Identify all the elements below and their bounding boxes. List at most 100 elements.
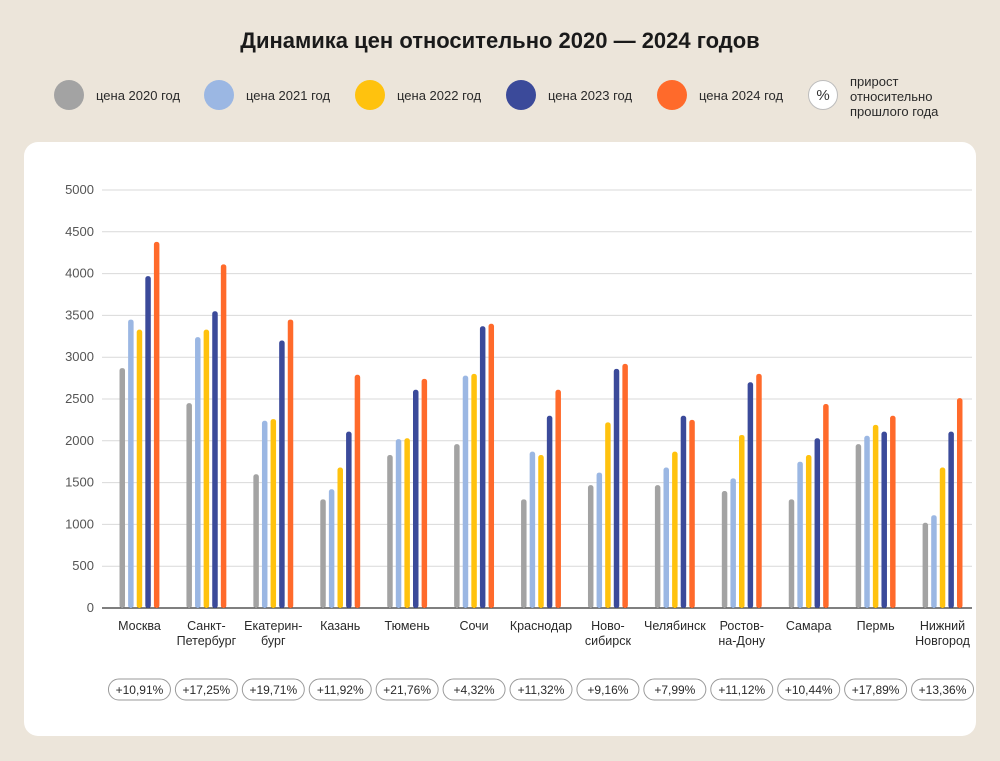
growth-badge bbox=[509, 678, 573, 701]
legend-item-2022: цена 2022 год bbox=[355, 80, 481, 110]
x-category-label: Ново-сибирск bbox=[585, 619, 632, 648]
y-tick-label: 1500 bbox=[65, 475, 94, 490]
growth-badge bbox=[643, 678, 707, 701]
legend-item-growth: % прирост относительно прошлого года bbox=[808, 74, 960, 119]
growth-badge bbox=[911, 678, 975, 701]
y-tick-label: 500 bbox=[72, 558, 94, 573]
y-tick-label: 3500 bbox=[65, 307, 94, 322]
bar bbox=[404, 438, 410, 608]
x-category-label: Сочи bbox=[459, 619, 488, 633]
bar bbox=[881, 431, 887, 608]
bar bbox=[128, 319, 134, 608]
x-category-label: Краснодар bbox=[510, 619, 572, 633]
growth-badge bbox=[442, 678, 506, 701]
legend-label: цена 2020 год bbox=[96, 87, 181, 103]
x-category-label: Тюмень bbox=[385, 619, 430, 633]
growth-badge-label: +17,89% bbox=[852, 683, 900, 697]
growth-badge bbox=[174, 678, 238, 701]
legend-item-2021: цена 2021 год bbox=[204, 80, 330, 110]
legend-label: цена 2024 год bbox=[699, 87, 784, 103]
bar bbox=[872, 424, 879, 608]
growth-badge-label: +4,32% bbox=[454, 683, 495, 697]
chart-title: Динамика цен относительно 2020 — 2024 го… bbox=[240, 28, 760, 53]
bar bbox=[395, 439, 402, 608]
bar bbox=[153, 241, 160, 608]
growth-badge-label: +11,32% bbox=[518, 683, 565, 697]
growth-badge-label: +10,44% bbox=[785, 683, 833, 697]
legend-item-2024: цена 2024 год bbox=[657, 80, 783, 110]
bar bbox=[931, 515, 937, 608]
legend: цена 2020 год цена 2021 год цена 2022 го… bbox=[54, 74, 954, 119]
bar bbox=[538, 455, 544, 608]
bar bbox=[747, 382, 754, 608]
bar bbox=[890, 415, 896, 608]
growth-badge bbox=[576, 678, 640, 701]
growth-badge bbox=[777, 678, 841, 701]
bar bbox=[797, 461, 803, 608]
legend-swatch bbox=[506, 80, 536, 110]
x-category-label: Казань bbox=[320, 619, 360, 633]
growth-badge-label: +11,92% bbox=[317, 683, 364, 697]
bar bbox=[948, 431, 954, 608]
bar bbox=[421, 378, 428, 608]
bar-chart: 0 500 1000 1500 2000 2500 3000 3500 4000 4500 5000… bbox=[65, 182, 975, 701]
bar bbox=[145, 276, 151, 608]
growth-badge-label: +21,76% bbox=[383, 683, 431, 697]
growth-badge bbox=[375, 678, 439, 701]
bar bbox=[287, 319, 294, 608]
bar bbox=[471, 373, 477, 608]
growth-badge-label: +11,12% bbox=[718, 683, 765, 697]
bar bbox=[823, 404, 829, 608]
growth-badge-label: +10,91% bbox=[116, 683, 164, 697]
bar bbox=[956, 398, 963, 608]
legend-swatch bbox=[657, 80, 687, 110]
bar bbox=[119, 368, 126, 608]
bar bbox=[337, 467, 343, 608]
growth-badge bbox=[844, 678, 908, 701]
x-category-label: Москва bbox=[118, 619, 161, 633]
legend-growth-label: прирост относительно прошлого года bbox=[850, 74, 939, 119]
bar bbox=[328, 489, 335, 608]
bar bbox=[261, 420, 268, 608]
y-tick-label: 0 bbox=[87, 600, 94, 615]
legend-item-2023: цена 2023 год bbox=[506, 80, 632, 110]
bar bbox=[605, 422, 611, 608]
bar bbox=[654, 485, 661, 608]
y-tick-label: 5000 bbox=[65, 182, 94, 197]
percent-icon: % bbox=[808, 80, 838, 110]
growth-badge-label: +13,36% bbox=[919, 683, 967, 697]
x-category-label: Ростов-на-Дону bbox=[718, 619, 765, 648]
y-tick-label: 3000 bbox=[65, 349, 94, 364]
bar bbox=[212, 311, 218, 608]
chart-card: 0 500 1000 1500 2000 2500 3000 3500 4000 4500 5000… bbox=[24, 142, 976, 736]
growth-badge-label: +17,25% bbox=[183, 683, 231, 697]
bar bbox=[220, 264, 227, 608]
x-category-label: Нижний Новгород bbox=[915, 619, 970, 648]
growth-badge-label: +7,99% bbox=[654, 683, 695, 697]
bar bbox=[253, 474, 259, 608]
y-tick-label: 2500 bbox=[65, 391, 94, 406]
bar bbox=[587, 485, 594, 608]
bar bbox=[788, 499, 795, 608]
bar bbox=[346, 431, 352, 608]
bar bbox=[855, 444, 862, 608]
bar bbox=[739, 434, 745, 608]
y-tick-label: 4500 bbox=[65, 224, 94, 239]
bar bbox=[730, 478, 736, 608]
growth-badge bbox=[241, 678, 305, 701]
bar bbox=[479, 326, 486, 608]
bar bbox=[320, 499, 326, 608]
growth-badge-label: +19,71% bbox=[249, 683, 297, 697]
growth-badge-label: +9,16% bbox=[587, 683, 628, 697]
growth-badge bbox=[710, 678, 774, 701]
y-tick-label: 2000 bbox=[65, 433, 94, 448]
x-category-label: Самара bbox=[786, 619, 832, 633]
bar bbox=[488, 323, 495, 608]
bar bbox=[270, 419, 277, 608]
bar bbox=[814, 438, 821, 608]
bar bbox=[864, 435, 870, 608]
bar bbox=[756, 373, 762, 608]
legend-item-2020: цена 2020 год bbox=[54, 80, 180, 110]
bar bbox=[454, 444, 460, 608]
legend-label: цена 2022 год bbox=[397, 87, 482, 103]
